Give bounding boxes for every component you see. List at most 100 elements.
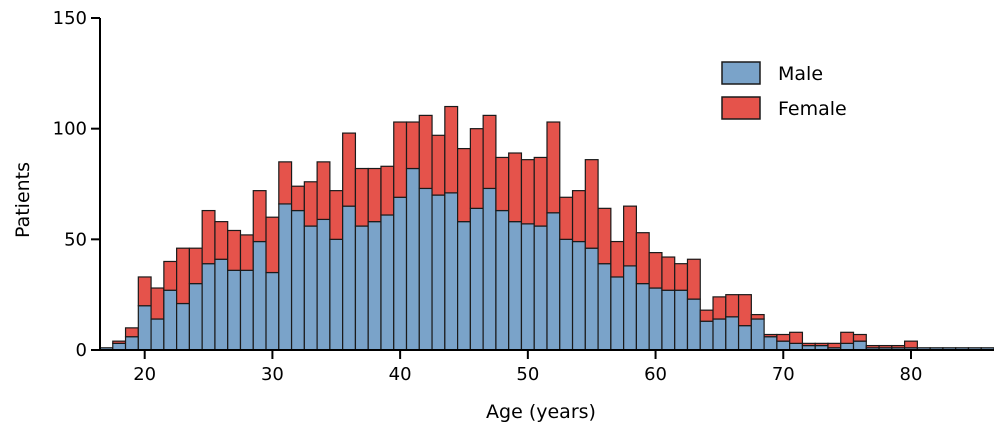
bar-female-79 (891, 344, 906, 349)
bar-male-27 (227, 269, 242, 351)
bar-female-51 (533, 156, 548, 227)
bar-female-21 (150, 287, 165, 320)
bar-male-34 (316, 218, 331, 351)
bar-male-67 (737, 325, 752, 351)
bar-female-67 (737, 294, 752, 327)
bar-female-26 (214, 221, 229, 260)
bar-female-66 (725, 294, 740, 318)
y-axis-title: Patients (12, 162, 34, 238)
x-tick-label-80: 80 (900, 364, 923, 385)
bar-female-24 (188, 247, 203, 285)
bar-male-70 (776, 340, 791, 351)
bars-layer (99, 105, 994, 351)
bar-female-78 (878, 344, 893, 349)
bar-female-76 (852, 333, 867, 342)
bar-male-39 (380, 214, 395, 351)
legend-swatch-female (721, 96, 761, 120)
bar-male-46 (469, 207, 484, 351)
bar-male-44 (444, 192, 459, 351)
bar-female-72 (801, 342, 816, 347)
bar-female-23 (176, 247, 190, 305)
bar-male-48 (495, 209, 510, 351)
bar-male-49 (508, 221, 523, 351)
bar-female-71 (789, 331, 804, 344)
bar-female-50 (520, 159, 535, 225)
bar-female-32 (290, 185, 305, 212)
bar-female-56 (597, 207, 612, 265)
bar-male-41 (405, 167, 420, 351)
bar-female-20 (137, 276, 152, 307)
bar-male-54 (571, 240, 586, 351)
bar-female-53 (559, 196, 574, 240)
bar-male-59 (635, 283, 650, 351)
bar-male-19 (124, 336, 139, 351)
bar-male-30 (265, 271, 280, 351)
bar-female-46 (469, 128, 484, 209)
bar-female-77 (865, 344, 880, 349)
bar-female-43 (431, 134, 446, 196)
bar-female-37 (354, 167, 369, 227)
bar-male-53 (559, 238, 574, 351)
bar-male-31 (278, 203, 293, 351)
bar-male-69 (763, 336, 778, 351)
bar-female-30 (265, 216, 280, 274)
x-axis-ticks: 20 30 40 50 60 70 80 (133, 350, 922, 385)
bar-male-25 (201, 263, 216, 351)
bar-female-59 (635, 232, 650, 285)
x-tick-label-40: 40 (389, 364, 412, 385)
legend-label-male: Male (778, 63, 823, 85)
bar-male-42 (418, 187, 433, 351)
bar-female-61 (661, 256, 676, 291)
bar-female-73 (814, 342, 829, 347)
bar-female-74 (827, 342, 842, 349)
bar-female-22 (163, 260, 178, 291)
bar-male-22 (163, 289, 178, 351)
bar-female-80 (903, 340, 918, 349)
bar-female-36 (342, 132, 357, 207)
bar-male-23 (176, 302, 190, 351)
bar-male-65 (712, 318, 727, 351)
bar-male-20 (137, 305, 152, 351)
x-tick-label-50: 50 (516, 364, 539, 385)
bar-female-68 (750, 313, 765, 320)
legend-swatch-male (721, 61, 761, 85)
bar-female-55 (584, 159, 599, 249)
y-tick-label-100: 100 (53, 119, 87, 140)
bar-female-69 (763, 333, 778, 338)
bar-male-68 (750, 318, 765, 351)
x-axis-title: Age (years) (486, 401, 596, 423)
bar-male-29 (252, 240, 267, 351)
x-tick-label-70: 70 (772, 364, 795, 385)
bar-female-39 (380, 165, 395, 216)
bar-female-52 (546, 121, 561, 214)
bar-male-62 (674, 289, 689, 351)
bar-female-65 (712, 296, 727, 320)
y-tick-label-50: 50 (64, 229, 87, 250)
y-tick-label-0: 0 (76, 340, 87, 361)
bar-female-33 (303, 181, 318, 227)
bar-female-28 (239, 234, 254, 271)
x-tick-label-30: 30 (261, 364, 284, 385)
bar-male-51 (533, 225, 548, 351)
bar-female-38 (367, 167, 382, 223)
bar-female-54 (571, 190, 586, 243)
bar-female-31 (278, 161, 293, 205)
bar-female-34 (316, 161, 331, 221)
bar-male-64 (699, 320, 714, 351)
bar-female-64 (699, 309, 714, 322)
bar-female-18 (112, 340, 127, 344)
bar-male-56 (597, 263, 612, 351)
bar-female-29 (252, 190, 267, 243)
bar-female-60 (648, 252, 663, 289)
bar-male-52 (546, 212, 561, 351)
bar-male-35 (329, 238, 344, 351)
bar-female-47 (482, 114, 497, 190)
bar-female-58 (623, 205, 638, 267)
bar-male-28 (239, 269, 254, 351)
y-axis-ticks: 0 50 100 150 (53, 8, 100, 361)
legend-label-female: Female (778, 98, 847, 120)
bar-male-50 (520, 223, 535, 351)
bar-female-48 (495, 156, 510, 212)
x-tick-label-60: 60 (644, 364, 667, 385)
